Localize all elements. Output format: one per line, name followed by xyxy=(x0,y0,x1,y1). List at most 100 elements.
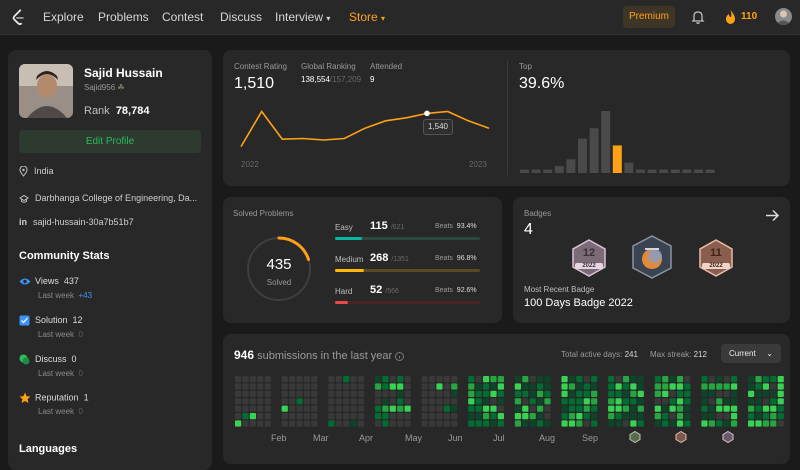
heatmap-cell xyxy=(374,376,382,383)
heatmap-cell xyxy=(777,420,784,427)
heatmap-cell xyxy=(637,383,644,390)
heatmap-cell xyxy=(475,376,482,383)
heatmap-cell xyxy=(404,420,411,427)
stat-reputation: Reputation 1 Last week 0 xyxy=(19,392,89,416)
nav-contest[interactable]: Contest xyxy=(162,10,204,24)
heatmap-cell xyxy=(343,413,350,420)
heatmap-cell xyxy=(637,420,644,427)
bell-icon[interactable] xyxy=(691,9,705,25)
medium-label: Medium xyxy=(335,255,364,264)
heatmap-cell xyxy=(630,398,637,405)
heatmap-cell xyxy=(568,376,576,383)
heatmap-cell xyxy=(451,376,458,383)
heatmap-cell xyxy=(684,376,691,383)
fire-icon[interactable] xyxy=(724,9,737,25)
active-days: Total active days: 241 xyxy=(561,350,638,359)
arrow-right-icon[interactable] xyxy=(765,209,780,222)
college-row: Darbhanga College of Engineering, Da... xyxy=(19,193,197,204)
heatmap-cell xyxy=(443,390,450,397)
nav-explore[interactable]: Explore xyxy=(43,10,84,24)
heatmap-cell xyxy=(723,405,730,412)
heatmap-cell xyxy=(777,398,784,405)
heatmap-cell xyxy=(748,398,755,405)
histogram-bar xyxy=(589,128,599,173)
nav-discuss[interactable]: Discuss xyxy=(220,10,263,24)
heatmap-cell xyxy=(257,405,264,412)
heatmap-cell xyxy=(777,390,784,397)
premium-button[interactable]: Premium xyxy=(623,6,675,28)
heatmap-cell xyxy=(249,383,256,390)
heatmap-cell xyxy=(723,383,730,390)
heatmap-cell xyxy=(576,383,583,390)
heatmap-cell xyxy=(497,376,504,383)
heatmap-cell xyxy=(762,420,769,427)
badge-monthly-11[interactable]: 11 2022 xyxy=(698,239,734,280)
heatmap-cell xyxy=(654,398,661,405)
streak-count[interactable]: 110 xyxy=(741,11,758,22)
heatmap-cell xyxy=(497,405,504,412)
heatmap-cell xyxy=(264,398,271,405)
heatmap-cell xyxy=(497,420,504,427)
heatmap-cell xyxy=(421,405,428,412)
heatmap-cell xyxy=(608,390,615,397)
heatmap-cell xyxy=(328,413,335,420)
heatmap-cell xyxy=(475,413,482,420)
heatmap-cell xyxy=(591,390,598,397)
heatmap-cell xyxy=(397,383,404,390)
heatmap-cell xyxy=(428,390,436,397)
year-dropdown[interactable]: Current ⌄ xyxy=(721,344,781,363)
heatmap-cell xyxy=(357,376,365,383)
heatmap-cell xyxy=(615,413,622,420)
histogram-bar xyxy=(682,169,692,173)
heatmap-cell xyxy=(615,376,622,383)
heatmap-cell xyxy=(482,390,490,397)
heatmap-cell xyxy=(591,376,598,383)
heatmap-cell xyxy=(443,405,450,412)
heatmap-cell xyxy=(257,413,264,420)
rating-histogram[interactable] xyxy=(520,100,780,173)
nav-interview[interactable]: Interview ▾ xyxy=(275,10,331,24)
heatmap-cell xyxy=(296,405,303,412)
linkedin-icon: in xyxy=(19,217,27,227)
submission-heatmap[interactable] xyxy=(235,376,785,432)
heatmap-cell xyxy=(544,405,551,412)
heatmap-cell xyxy=(421,398,428,405)
linkedin-text[interactable]: sajid-hussain-30a7b51b7 xyxy=(33,217,134,227)
heatmap-cell xyxy=(468,383,475,390)
heatmap-cell xyxy=(350,383,357,390)
linkedin-row[interactable]: in sajid-hussain-30a7b51b7 xyxy=(19,217,134,227)
edit-profile-button[interactable]: Edit Profile xyxy=(19,130,201,153)
heatmap-cell xyxy=(716,420,723,427)
heatmap-cell xyxy=(622,376,630,383)
histogram-bar xyxy=(578,138,587,173)
heatmap-cell xyxy=(350,420,357,427)
heatmap-cell xyxy=(235,420,242,427)
heatmap-cell xyxy=(544,398,551,405)
heatmap-cell xyxy=(654,376,661,383)
heatmap-cell xyxy=(529,376,536,383)
heatmap-cell xyxy=(343,383,350,390)
heatmap-cell xyxy=(770,376,777,383)
nav-problems[interactable]: Problems xyxy=(98,10,149,24)
rating-line-chart[interactable] xyxy=(237,100,493,160)
badge-monthly-12[interactable]: 12 2022 xyxy=(571,239,607,280)
heatmap-cell xyxy=(716,413,723,420)
heatmap-cell xyxy=(522,390,529,397)
heatmap-cell xyxy=(701,398,708,405)
submissions-title: 946 submissions in the last year xyxy=(234,348,405,362)
heatmap-cell xyxy=(576,376,583,383)
heatmap-cell xyxy=(303,398,311,405)
stat-solution: Solution 12 Last week 0 xyxy=(19,315,83,339)
heatmap-cell xyxy=(350,398,357,405)
heatmap-cell xyxy=(357,413,365,420)
user-avatar[interactable] xyxy=(775,8,792,25)
nav-store[interactable]: Store ▾ xyxy=(349,10,386,24)
month-feb: Feb xyxy=(271,433,287,443)
heatmap-cell xyxy=(701,420,708,427)
heatmap-cell xyxy=(561,413,568,420)
badge-100-days[interactable] xyxy=(631,235,673,282)
heatmap-cell xyxy=(490,420,497,427)
info-icon[interactable] xyxy=(395,351,405,361)
month-mar: Mar xyxy=(313,433,329,443)
leetcode-logo-icon[interactable] xyxy=(10,8,28,26)
